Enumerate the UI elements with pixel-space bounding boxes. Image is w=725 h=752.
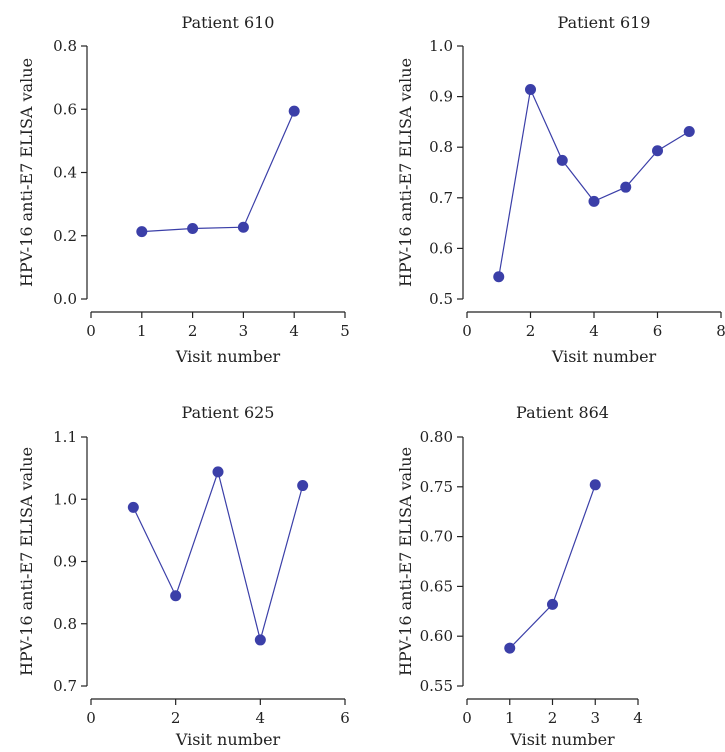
y-tick-label: 0.6 [53, 100, 77, 118]
series-line [132, 469, 304, 643]
data-point [683, 126, 695, 138]
x-tick-label: 2 [548, 709, 558, 727]
y-tick-label: 0.9 [53, 553, 77, 571]
y-tick-label: 1.0 [429, 37, 453, 55]
x-tick-label: 0 [86, 322, 96, 340]
y-tick-label: 0.7 [53, 677, 77, 695]
x-axis-label: Visit number [509, 730, 615, 749]
y-tick-label: 0.70 [420, 528, 453, 546]
y-tick-label: 0.8 [53, 615, 77, 633]
y-axis-label: HPV-16 anti-E7 ELISA value [17, 58, 36, 287]
x-tick-label: 1 [137, 322, 147, 340]
data-point [288, 105, 300, 117]
y-tick-label: 0.60 [420, 627, 453, 645]
series-line [498, 87, 690, 277]
y-tick-label: 0.8 [53, 37, 77, 55]
data-point [525, 84, 536, 96]
data-point [187, 222, 199, 234]
y-axis-label: HPV-16 anti-E7 ELISA value [396, 58, 415, 287]
x-tick-label: 4 [256, 709, 266, 727]
y-tick-label: 0.80 [420, 428, 453, 446]
x-axis-label: Visit number [175, 347, 281, 366]
x-tick-label: 4 [633, 709, 643, 727]
x-tick-label: 0 [86, 709, 96, 727]
y-axis-label: HPV-16 anti-E7 ELISA value [17, 447, 36, 676]
x-tick-label: 4 [289, 322, 299, 340]
data-point [547, 598, 558, 610]
x-tick-label: 8 [716, 322, 725, 340]
x-tick-label: 4 [589, 322, 599, 340]
series-line [509, 484, 596, 649]
x-tick-label: 1 [505, 709, 515, 727]
y-axis-label: HPV-16 anti-E7 ELISA value [396, 447, 415, 676]
data-point [589, 479, 601, 491]
x-tick-label: 6 [340, 709, 350, 727]
x-tick-label: 2 [188, 322, 198, 340]
y-tick-label: 0.9 [429, 88, 453, 106]
data-point [493, 271, 505, 283]
data-point [297, 480, 309, 492]
y-tick-label: 0.55 [420, 677, 453, 695]
x-tick-label: 2 [526, 322, 536, 340]
chart-title: Patient 864 [516, 403, 609, 422]
data-point [254, 634, 266, 646]
x-tick-label: 5 [340, 322, 350, 340]
data-point [588, 195, 600, 207]
data-point [212, 466, 224, 478]
x-tick-label: 6 [653, 322, 663, 340]
y-tick-label: 0.2 [53, 227, 77, 245]
y-tick-label: 0.4 [53, 164, 77, 182]
series-line [141, 110, 295, 233]
x-axis-label: Visit number [551, 347, 657, 366]
y-tick-label: 0.0 [53, 290, 77, 308]
x-tick-label: 2 [171, 709, 181, 727]
y-tick-label: 1.0 [53, 490, 77, 508]
x-tick-label: 3 [239, 322, 249, 340]
x-tick-label: 3 [590, 709, 600, 727]
x-tick-label: 0 [462, 322, 472, 340]
y-tick-label: 0.7 [429, 189, 453, 207]
y-tick-label: 0.75 [420, 478, 453, 496]
data-point [237, 221, 249, 233]
data-point [556, 154, 568, 166]
x-tick-label: 0 [462, 709, 472, 727]
y-tick-label: 0.65 [420, 577, 453, 595]
data-point [652, 145, 663, 157]
chart-title: Patient 619 [558, 13, 651, 32]
y-tick-label: 1.1 [53, 428, 77, 446]
chart-title: Patient 610 [182, 13, 275, 32]
data-point [170, 590, 182, 602]
data-point [127, 501, 139, 513]
chart-title: Patient 625 [182, 403, 275, 422]
data-point [504, 642, 516, 654]
data-point [136, 226, 148, 238]
data-point [620, 181, 632, 193]
y-tick-label: 0.6 [429, 239, 453, 257]
x-axis-label: Visit number [175, 730, 281, 749]
y-tick-label: 0.8 [429, 138, 453, 156]
y-tick-label: 0.5 [429, 290, 453, 308]
